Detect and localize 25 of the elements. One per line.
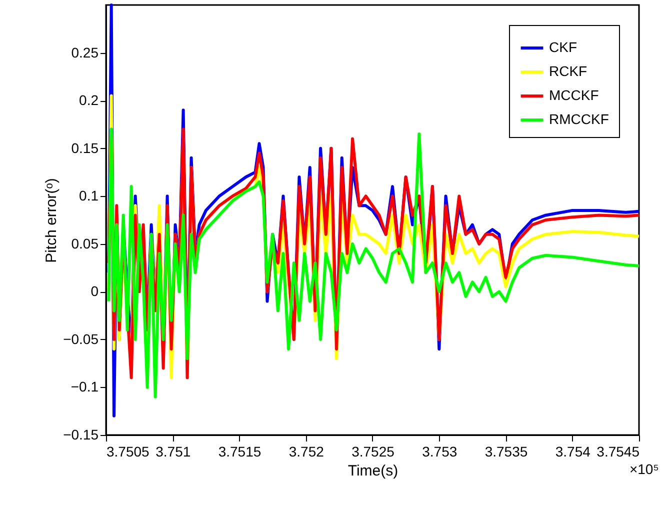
- x-tick-label: 3.7525: [352, 444, 395, 460]
- x-tick-label: 3.752: [288, 444, 324, 460]
- x-tick-label: 3.7545: [596, 444, 640, 460]
- legend-label: RMCCKF: [549, 111, 609, 127]
- y-tick-label: −0.05: [63, 330, 99, 347]
- x-tick-label: 3.753: [422, 444, 458, 460]
- legend-label: CKF: [549, 39, 577, 55]
- y-tick-label: 0: [90, 283, 99, 300]
- x-tick-label: 3.751: [156, 444, 191, 460]
- legend-label: MCCKF: [549, 87, 599, 103]
- y-tick-label: 0.25: [71, 44, 99, 60]
- x-axis-title: Time(s): [348, 462, 398, 480]
- y-tick-label: −0.15: [63, 426, 99, 442]
- x-tick-label: 3.7535: [484, 444, 528, 460]
- text: ×10⁵: [629, 461, 659, 477]
- legend-label: RCKF: [549, 63, 588, 79]
- y-tick-label: 0.2: [79, 92, 99, 108]
- y-tick-label: −0.1: [70, 378, 99, 395]
- y-tick-label: 0.15: [71, 140, 99, 156]
- y-axis-title: Pitch error(ᵒ): [43, 178, 60, 263]
- y-tick-label: 0.1: [79, 188, 99, 204]
- x-tick-label: 3.7515: [218, 444, 262, 460]
- x-tick-label: 3.754: [555, 444, 591, 460]
- y-tick-label: 0.05: [71, 235, 99, 252]
- x-tick-label: 3.7505: [106, 444, 150, 460]
